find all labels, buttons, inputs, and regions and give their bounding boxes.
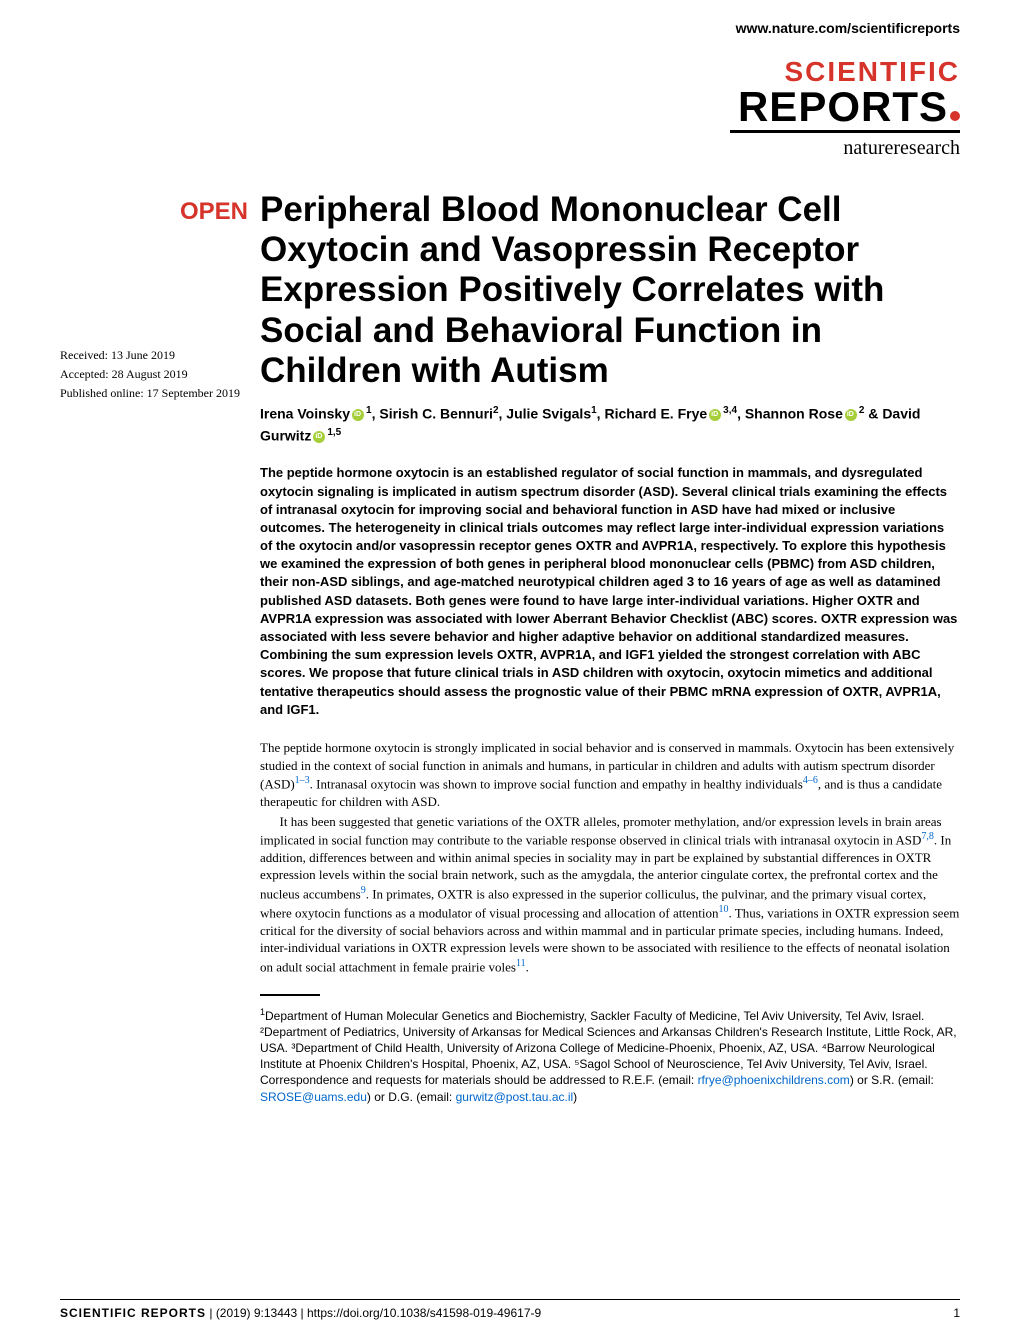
- email-link[interactable]: gurwitz@post.tau.ac.il: [456, 1090, 574, 1104]
- journal-logo: SCIENTIFIC REPORTS natureresearch: [0, 46, 1020, 190]
- page-footer: SCIENTIFIC REPORTS | (2019) 9:13443 | ht…: [60, 1299, 960, 1320]
- citation-ref[interactable]: 10: [719, 904, 729, 915]
- main-container: OPEN Received: 13 June 2019 Accepted: 28…: [0, 190, 1020, 1105]
- authors-list: Irena Voinsky1, Sirish C. Bennuri2, Juli…: [260, 403, 960, 446]
- logo-nature: natureresearch: [0, 137, 960, 160]
- author-6-aff: 1,5: [327, 427, 341, 438]
- open-access-badge: OPEN: [60, 198, 260, 226]
- citation-ref[interactable]: 1–3: [295, 775, 310, 786]
- logo-dot-icon: [950, 111, 960, 121]
- body-text: The peptide hormone oxytocin is strongly…: [260, 739, 960, 976]
- author-1-aff: 1: [366, 405, 372, 416]
- date-accepted: Accepted: 28 August 2019: [60, 365, 260, 384]
- right-column: Peripheral Blood Mononuclear Cell Oxytoc…: [260, 190, 960, 1105]
- footer-page-number: 1: [953, 1306, 960, 1320]
- author-2: Sirish C. Bennuri: [379, 406, 493, 422]
- author-3: Julie Svigals: [506, 406, 591, 422]
- orcid-icon[interactable]: [845, 409, 857, 421]
- date-published: Published online: 17 September 2019: [60, 384, 260, 403]
- author-3-aff: 1: [591, 405, 597, 416]
- left-column: OPEN Received: 13 June 2019 Accepted: 28…: [60, 190, 260, 1105]
- body-paragraph-1: The peptide hormone oxytocin is strongly…: [260, 739, 960, 811]
- author-5-aff: 2: [859, 405, 865, 416]
- affiliations: 1Department of Human Molecular Genetics …: [260, 1006, 960, 1105]
- logo-underline: [730, 130, 960, 133]
- footer-journal-name: SCIENTIFIC REPORTS: [60, 1306, 206, 1320]
- logo-reports: REPORTS: [0, 88, 960, 126]
- body-paragraph-2: It has been suggested that genetic varia…: [260, 813, 960, 976]
- author-1: Irena Voinsky: [260, 406, 350, 422]
- email-link[interactable]: SROSE@uams.edu: [260, 1090, 367, 1104]
- author-4: Richard E. Frye: [604, 406, 707, 422]
- author-5: Shannon Rose: [745, 406, 843, 422]
- citation-ref[interactable]: 4–6: [803, 775, 818, 786]
- footer-citation-text: (2019) 9:13443 | https://doi.org/10.1038…: [216, 1306, 541, 1320]
- article-title: Peripheral Blood Mononuclear Cell Oxytoc…: [260, 190, 960, 391]
- header-url: www.nature.com/scientificreports: [0, 0, 1020, 46]
- email-link[interactable]: rfrye@phoenixchildrens.com: [698, 1073, 850, 1087]
- orcid-icon[interactable]: [352, 409, 364, 421]
- orcid-icon[interactable]: [313, 431, 325, 443]
- citation-ref[interactable]: 11: [516, 958, 526, 969]
- author-4-aff: 3,4: [723, 405, 737, 416]
- footer-citation: SCIENTIFIC REPORTS | (2019) 9:13443 | ht…: [60, 1306, 541, 1320]
- abstract: The peptide hormone oxytocin is an estab…: [260, 464, 960, 719]
- date-received: Received: 13 June 2019: [60, 346, 260, 365]
- author-2-aff: 2: [493, 405, 499, 416]
- affiliations-separator: [260, 994, 320, 996]
- citation-ref[interactable]: 7,8: [921, 831, 934, 842]
- publication-dates: Received: 13 June 2019 Accepted: 28 Augu…: [60, 226, 260, 404]
- orcid-icon[interactable]: [709, 409, 721, 421]
